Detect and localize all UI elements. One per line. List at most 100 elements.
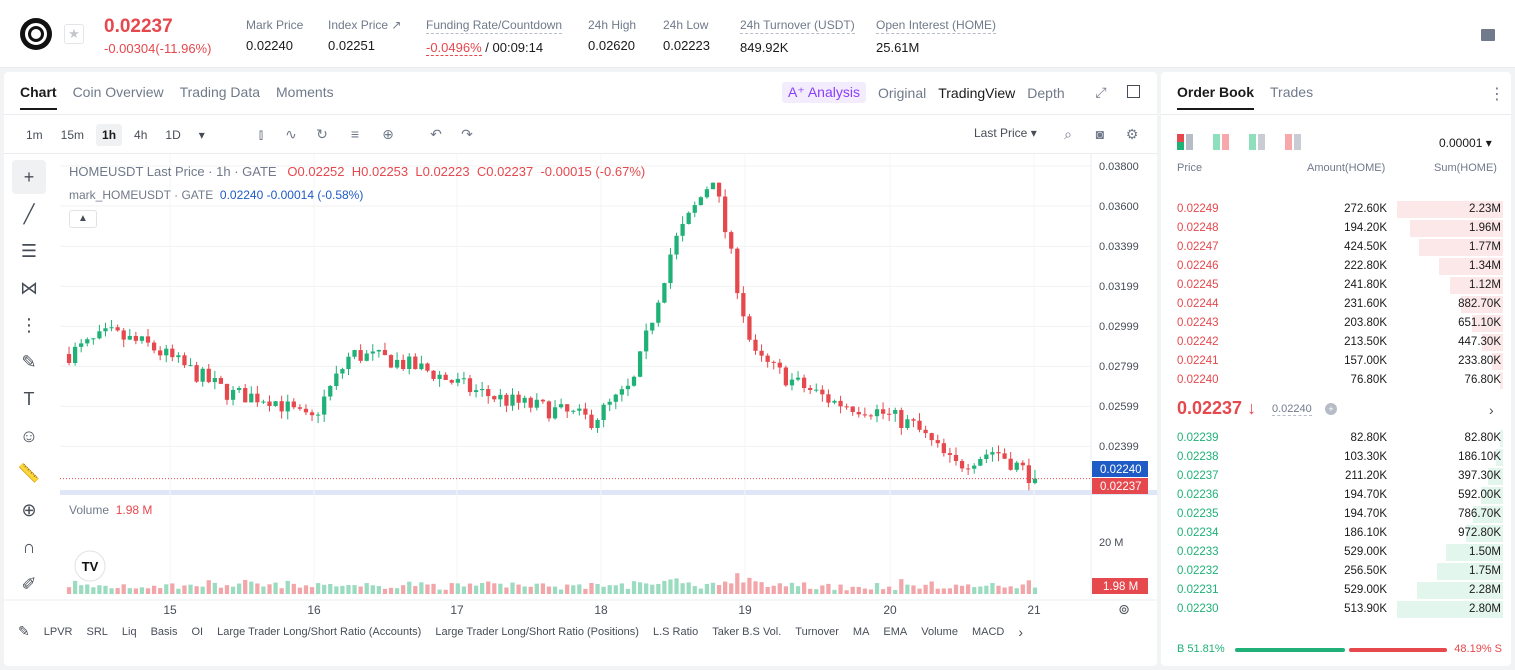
- ask-row[interactable]: 0.02242 213.50K 447.30K: [1161, 333, 1511, 352]
- interval-15m[interactable]: 15m: [60, 128, 85, 142]
- volume-bar: [449, 583, 454, 594]
- settings-list-icon[interactable]: ≡: [350, 126, 360, 142]
- refresh-icon[interactable]: ↻: [316, 126, 328, 142]
- mode-split-icon[interactable]: [1213, 134, 1231, 150]
- mode-asks-icon[interactable]: [1285, 134, 1303, 150]
- add-indicator-icon[interactable]: ⊕: [382, 126, 394, 142]
- indicator-13[interactable]: MACD: [971, 625, 1005, 638]
- indicator-12[interactable]: Volume: [921, 625, 958, 638]
- tab-trades[interactable]: Trades: [1270, 84, 1314, 100]
- interval-1h[interactable]: 1h: [96, 124, 123, 146]
- info-icon[interactable]: +: [1325, 403, 1337, 415]
- magnet-icon[interactable]: ∩: [22, 536, 36, 557]
- indicator-11[interactable]: EMA: [883, 625, 908, 638]
- interval-4h[interactable]: 4h: [134, 128, 148, 142]
- indicator-4[interactable]: OI: [191, 625, 204, 638]
- window-icon[interactable]: [1127, 85, 1140, 98]
- crosshair-icon[interactable]: +: [12, 160, 46, 194]
- pattern-icon[interactable]: ⋈: [20, 277, 38, 298]
- indicators-icon[interactable]: ∿: [285, 126, 297, 142]
- collapse-legend-button[interactable]: ▲: [69, 210, 97, 228]
- interval-1d[interactable]: 1D: [165, 128, 181, 142]
- emoji-icon[interactable]: ☺: [19, 425, 39, 446]
- fib-icon[interactable]: ⋮: [20, 314, 38, 335]
- indicator-6[interactable]: Large Trader Long/Short Ratio (Positions…: [435, 625, 639, 638]
- ask-row[interactable]: 0.02249 272.60K 2.23M: [1161, 200, 1511, 219]
- tab-coin-overview[interactable]: Coin Overview: [72, 84, 164, 100]
- more-options-icon[interactable]: ⋮: [1489, 86, 1505, 103]
- camera-icon[interactable]: ◙: [1095, 126, 1105, 142]
- bid-sum: 786.70K: [1458, 508, 1501, 520]
- reset-scale-icon[interactable]: ⊚: [1118, 602, 1130, 618]
- last-price-dropdown[interactable]: Last Price ▾: [974, 126, 1037, 140]
- bid-row[interactable]: 0.02233 529.00K 1.50M: [1161, 543, 1511, 562]
- ask-row[interactable]: 0.02240 76.80K 76.80K: [1161, 371, 1511, 390]
- bid-row[interactable]: 0.02231 529.00K 2.28M: [1161, 581, 1511, 600]
- bid-row[interactable]: 0.02230 513.90K 2.80M: [1161, 600, 1511, 619]
- chevron-right-icon[interactable]: ›: [1489, 402, 1494, 418]
- candle-type-icon[interactable]: ⫾: [258, 126, 264, 142]
- price-chart[interactable]: 0.03800 0.03600 0.03399 0.03199 0.02999 0.027…: [4, 72, 1157, 666]
- volume-bar: [188, 584, 193, 594]
- favorite-star-icon[interactable]: ★: [64, 24, 84, 44]
- ask-row[interactable]: 0.02243 203.80K 651.10K: [1161, 314, 1511, 333]
- bid-row[interactable]: 0.02235 194.70K 786.70K: [1161, 505, 1511, 524]
- tab-chart[interactable]: Chart: [20, 84, 57, 110]
- ask-row[interactable]: 0.02247 424.50K 1.77M: [1161, 238, 1511, 257]
- ask-row[interactable]: 0.02245 241.80K 1.12M: [1161, 276, 1511, 295]
- tab-trading-data[interactable]: Trading Data: [179, 84, 261, 100]
- ask-row[interactable]: 0.02241 157.00K 233.80K: [1161, 352, 1511, 371]
- indicator-7[interactable]: L.S Ratio: [652, 625, 699, 638]
- indicator-3[interactable]: Basis: [150, 625, 178, 638]
- indicator-9[interactable]: Turnover: [795, 625, 839, 638]
- bid-row[interactable]: 0.02232 256.50K 1.75M: [1161, 562, 1511, 581]
- ask-row[interactable]: 0.02246 222.80K 1.34M: [1161, 257, 1511, 276]
- text-tool-icon[interactable]: T: [23, 388, 35, 409]
- stat-index-price[interactable]: Index Price ↗ 0.02251: [328, 18, 402, 53]
- scroll-right-icon[interactable]: ›: [1018, 623, 1024, 640]
- trendline-icon[interactable]: ╱: [23, 203, 35, 224]
- undo-icon[interactable]: ↶: [430, 126, 442, 142]
- guide-book-icon[interactable]: [1481, 29, 1495, 41]
- indicator-10[interactable]: MA: [852, 625, 870, 638]
- bid-row[interactable]: 0.02238 103.30K 186.10K: [1161, 448, 1511, 467]
- edit-indicators-icon[interactable]: ✎: [18, 623, 30, 639]
- indicator-5[interactable]: Large Trader Long/Short Ratio (Accounts): [217, 625, 422, 638]
- bid-row[interactable]: 0.02237 211.20K 397.30K: [1161, 467, 1511, 486]
- indicator-1[interactable]: SRL: [86, 625, 108, 638]
- view-original[interactable]: Original: [877, 84, 927, 101]
- brush-icon[interactable]: ✎: [21, 351, 37, 372]
- tab-moments[interactable]: Moments: [276, 84, 334, 100]
- ask-amount: 231.60K: [1344, 298, 1387, 310]
- interval-1m[interactable]: 1m: [26, 128, 43, 142]
- precision-select[interactable]: 0.00001 ▾: [1439, 136, 1492, 150]
- ask-row[interactable]: 0.02248 194.20K 1.96M: [1161, 219, 1511, 238]
- bid-row[interactable]: 0.02239 82.80K 82.80K: [1161, 429, 1511, 448]
- indicator-2[interactable]: Liq: [121, 625, 137, 638]
- tab-order-book[interactable]: Order Book: [1177, 84, 1255, 110]
- redo-icon[interactable]: ↷: [461, 126, 473, 142]
- indicator-0[interactable]: LPVR: [43, 625, 73, 638]
- search-icon[interactable]: ⌕: [1064, 126, 1072, 142]
- horizontal-lines-icon[interactable]: ☰: [20, 240, 38, 261]
- fullscreen-icon[interactable]: ⤢: [1095, 84, 1107, 100]
- ruler-icon[interactable]: 📏: [17, 462, 41, 483]
- view-tradingview[interactable]: TradingView: [938, 84, 1016, 101]
- mode-both-icon[interactable]: [1177, 134, 1195, 150]
- indicator-8[interactable]: Taker B.S Vol.: [712, 625, 782, 638]
- candle-body: [364, 353, 369, 361]
- mode-bids-icon[interactable]: [1249, 134, 1267, 150]
- candle-body: [492, 396, 497, 400]
- pencil-lock-icon[interactable]: ✐: [21, 573, 37, 594]
- bid-row[interactable]: 0.02234 186.10K 972.80K: [1161, 524, 1511, 543]
- ai-analysis-button[interactable]: A⁺ Analysis: [782, 82, 866, 103]
- interval-dropdown-icon[interactable]: ▾: [198, 128, 205, 142]
- zoom-in-icon[interactable]: ⊕: [21, 499, 37, 520]
- gear-icon[interactable]: ⚙: [1125, 126, 1139, 142]
- ask-row[interactable]: 0.02244 231.60K 882.70K: [1161, 295, 1511, 314]
- home-token-logo: [20, 18, 52, 50]
- view-depth[interactable]: Depth: [1027, 84, 1065, 101]
- volume-bar: [953, 584, 959, 594]
- bid-row[interactable]: 0.02236 194.70K 592.00K: [1161, 486, 1511, 505]
- header-amount: Amount(HOME): [1307, 162, 1386, 174]
